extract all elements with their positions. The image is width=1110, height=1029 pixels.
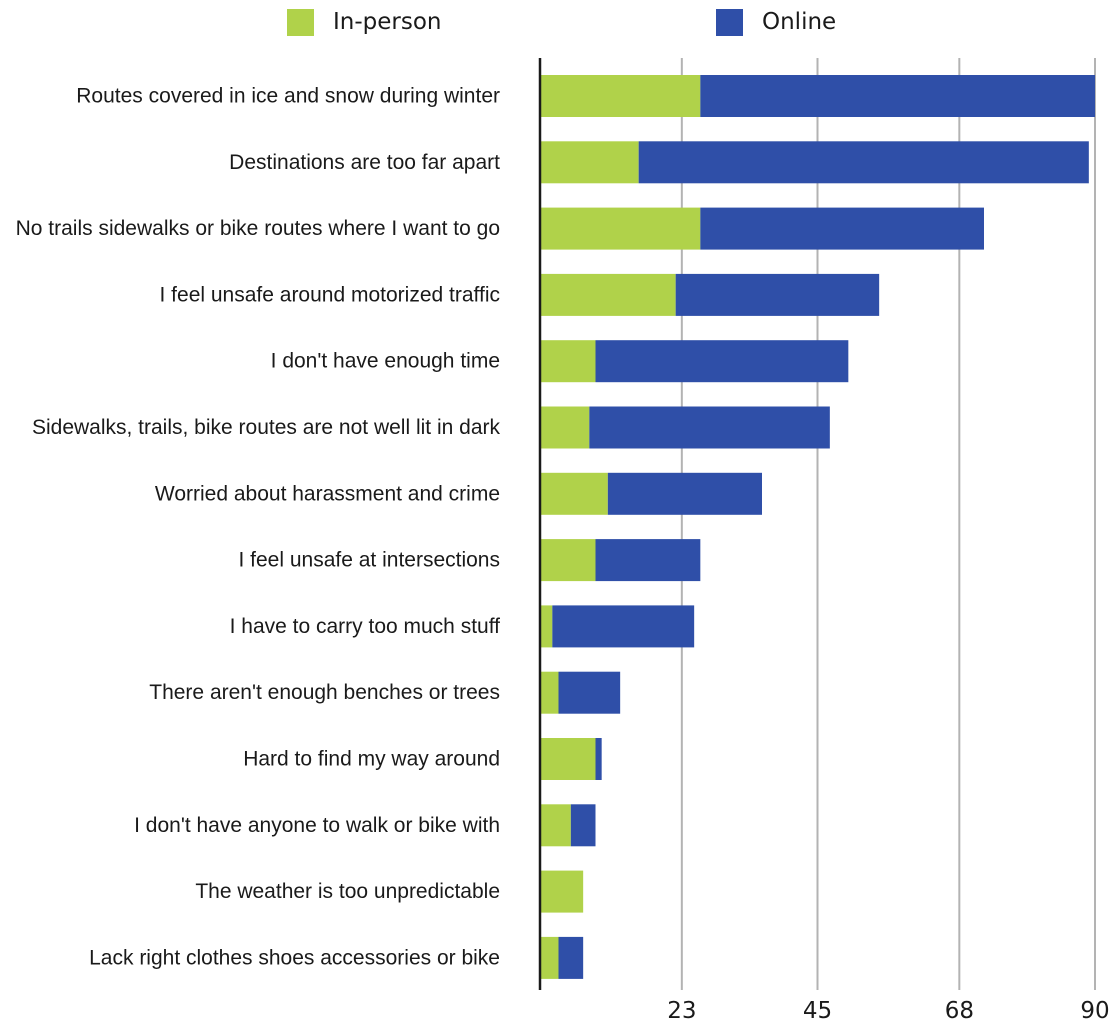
bar-segment-in-person [540,605,553,648]
bar-row [540,539,701,582]
bar-row [540,75,1095,117]
category-label: I have to carry too much stuff [230,615,501,638]
bar-row [540,671,621,714]
category-label: Lack right clothes shoes accessories or … [89,946,500,969]
bar-segment-online [558,936,584,979]
category-label: Sidewalks, trails, bike routes are not w… [32,416,501,439]
bar-row [540,804,596,847]
bar-segment-online [558,671,621,714]
bar-segment-online [700,207,984,250]
bar-segment-online [595,539,701,582]
bar-segment-in-person [540,738,596,780]
category-label: No trails sidewalks or bike routes where… [16,217,500,240]
bar-row [540,340,849,383]
x-tick-label: 68 [945,998,974,1024]
bar-segment-online [595,738,602,780]
x-tick-label: 45 [803,998,832,1024]
bar-row [540,936,584,979]
bar-row [540,273,880,316]
category-label: Routes covered in ice and snow during wi… [76,85,500,108]
bar-row [540,870,584,913]
bar-segment-online [607,472,762,515]
bar-segment-in-person [540,671,559,714]
legend: In-person Online [287,9,836,36]
bar-segment-in-person [540,804,571,847]
category-label: There aren't enough benches or trees [149,681,500,704]
category-label: I feel unsafe around motorized traffic [160,283,500,306]
bar-segment-in-person [540,273,676,316]
bar-row [540,207,984,250]
bar-segment-online [638,141,1089,184]
x-tick-label: 90 [1080,998,1109,1024]
bar-segment-in-person [540,207,701,250]
bar-row [540,605,695,648]
category-label: Hard to find my way around [243,748,500,771]
bar-segment-online [589,406,830,449]
bar-segment-in-person [540,340,596,383]
bar-segment-in-person [540,406,590,449]
bar-segment-in-person [540,870,584,913]
legend-label: Online [762,9,836,35]
bar-segment-in-person [540,141,639,184]
legend-item: Online [716,9,836,36]
gridlines [680,58,1096,990]
bar-segment-online [570,804,596,847]
bar-segment-online [675,273,880,316]
legend-item: In-person [287,9,442,36]
bar-row [540,472,762,515]
bar-row [540,141,1089,184]
bar-segment-in-person [540,539,596,582]
bar-segment-online [700,75,1095,117]
bar-segment-in-person [540,75,701,117]
bar-segment-online [595,340,849,383]
x-tick-label: 23 [667,998,696,1024]
bar-segment-in-person [540,472,608,515]
legend-label: In-person [333,9,442,35]
legend-swatch [716,9,743,36]
category-label: Worried about harassment and crime [155,482,500,505]
bar-row [540,406,830,449]
category-label: I don't have enough time [271,350,500,373]
category-label: I don't have anyone to walk or bike with [134,814,500,837]
legend-swatch [287,9,314,36]
bar-segment-in-person [540,936,559,979]
category-label: The weather is too unpredictable [195,880,500,903]
x-axis-ticks: 23 45 68 90 [667,998,1109,1024]
bars: Routes covered in ice and snow during wi… [16,75,1095,979]
bar-row [540,738,602,780]
category-label: I feel unsafe at intersections [239,549,501,572]
category-label: Destinations are too far apart [229,151,500,174]
bar-segment-online [552,605,695,648]
